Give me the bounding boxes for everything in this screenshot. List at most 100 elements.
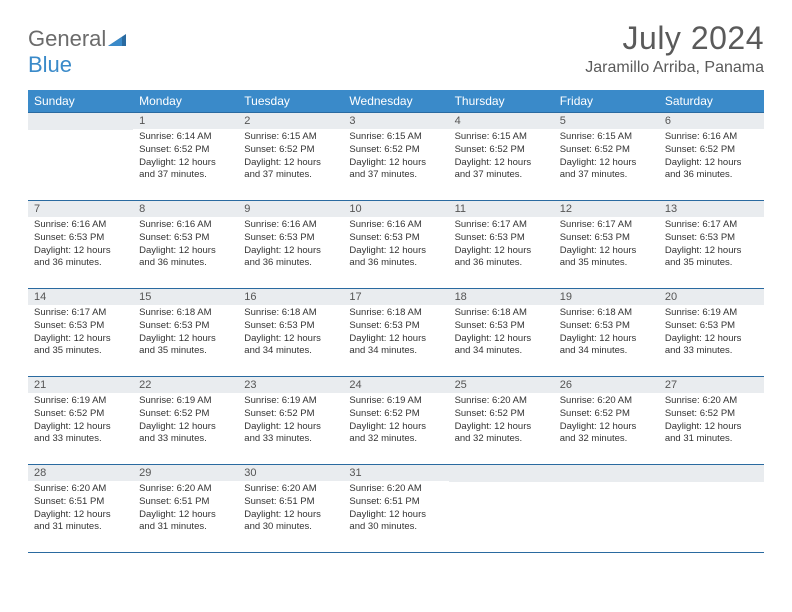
daylight-text: Daylight: 12 hours and 35 minutes. <box>139 333 232 359</box>
weekday-header: Friday <box>554 90 659 113</box>
sunrise-text: Sunrise: 6:20 AM <box>34 483 127 496</box>
calendar-day-cell: 16Sunrise: 6:18 AMSunset: 6:53 PMDayligh… <box>238 289 343 377</box>
calendar-day-cell: 8Sunrise: 6:16 AMSunset: 6:53 PMDaylight… <box>133 201 238 289</box>
sunset-text: Sunset: 6:53 PM <box>560 320 653 333</box>
sunrise-text: Sunrise: 6:19 AM <box>349 395 442 408</box>
sunrise-text: Sunrise: 6:19 AM <box>139 395 232 408</box>
day-number: 18 <box>449 289 554 305</box>
day-details: Sunrise: 6:18 AMSunset: 6:53 PMDaylight:… <box>238 305 343 362</box>
sunrise-text: Sunrise: 6:17 AM <box>665 219 758 232</box>
calendar-body: 1Sunrise: 6:14 AMSunset: 6:52 PMDaylight… <box>28 113 764 553</box>
location-label: Jaramillo Arriba, Panama <box>585 59 764 77</box>
daylight-text: Daylight: 12 hours and 32 minutes. <box>560 421 653 447</box>
day-details: Sunrise: 6:16 AMSunset: 6:53 PMDaylight:… <box>343 217 448 274</box>
calendar-day-cell: 30Sunrise: 6:20 AMSunset: 6:51 PMDayligh… <box>238 465 343 553</box>
weekday-header: Saturday <box>659 90 764 113</box>
sunset-text: Sunset: 6:52 PM <box>244 408 337 421</box>
weekday-header: Wednesday <box>343 90 448 113</box>
calendar-day-cell: 26Sunrise: 6:20 AMSunset: 6:52 PMDayligh… <box>554 377 659 465</box>
day-details: Sunrise: 6:18 AMSunset: 6:53 PMDaylight:… <box>449 305 554 362</box>
sunset-text: Sunset: 6:52 PM <box>665 408 758 421</box>
daylight-text: Daylight: 12 hours and 34 minutes. <box>560 333 653 359</box>
sunrise-text: Sunrise: 6:18 AM <box>244 307 337 320</box>
calendar-day-cell: 13Sunrise: 6:17 AMSunset: 6:53 PMDayligh… <box>659 201 764 289</box>
logo-text-blue: Blue <box>28 52 72 77</box>
calendar-day-cell: 20Sunrise: 6:19 AMSunset: 6:53 PMDayligh… <box>659 289 764 377</box>
sunrise-text: Sunrise: 6:15 AM <box>560 131 653 144</box>
header: GeneralBlue July 2024 Jaramillo Arriba, … <box>28 20 764 78</box>
day-number: 24 <box>343 377 448 393</box>
sunrise-text: Sunrise: 6:16 AM <box>665 131 758 144</box>
logo-text-gray: General <box>28 26 106 51</box>
sunset-text: Sunset: 6:52 PM <box>560 144 653 157</box>
day-number: 30 <box>238 465 343 481</box>
sunset-text: Sunset: 6:52 PM <box>139 408 232 421</box>
day-details: Sunrise: 6:17 AMSunset: 6:53 PMDaylight:… <box>659 217 764 274</box>
logo-text: GeneralBlue <box>28 26 126 78</box>
day-number-empty <box>449 465 554 482</box>
day-number: 29 <box>133 465 238 481</box>
daylight-text: Daylight: 12 hours and 30 minutes. <box>244 509 337 535</box>
calendar-day-cell: 4Sunrise: 6:15 AMSunset: 6:52 PMDaylight… <box>449 113 554 201</box>
sunset-text: Sunset: 6:53 PM <box>560 232 653 245</box>
day-number: 15 <box>133 289 238 305</box>
sunrise-text: Sunrise: 6:18 AM <box>560 307 653 320</box>
day-number: 2 <box>238 113 343 129</box>
sunrise-text: Sunrise: 6:20 AM <box>139 483 232 496</box>
sunset-text: Sunset: 6:51 PM <box>139 496 232 509</box>
sunset-text: Sunset: 6:52 PM <box>455 144 548 157</box>
daylight-text: Daylight: 12 hours and 34 minutes. <box>244 333 337 359</box>
calendar-day-cell: 29Sunrise: 6:20 AMSunset: 6:51 PMDayligh… <box>133 465 238 553</box>
sunrise-text: Sunrise: 6:19 AM <box>244 395 337 408</box>
daylight-text: Daylight: 12 hours and 36 minutes. <box>139 245 232 271</box>
day-number: 12 <box>554 201 659 217</box>
day-details: Sunrise: 6:20 AMSunset: 6:52 PMDaylight:… <box>659 393 764 450</box>
day-number: 6 <box>659 113 764 129</box>
sunrise-text: Sunrise: 6:18 AM <box>139 307 232 320</box>
daylight-text: Daylight: 12 hours and 35 minutes. <box>665 245 758 271</box>
sunset-text: Sunset: 6:52 PM <box>349 144 442 157</box>
calendar-day-cell: 3Sunrise: 6:15 AMSunset: 6:52 PMDaylight… <box>343 113 448 201</box>
calendar-day-cell <box>554 465 659 553</box>
weekday-header: Thursday <box>449 90 554 113</box>
sunset-text: Sunset: 6:52 PM <box>244 144 337 157</box>
sunset-text: Sunset: 6:52 PM <box>349 408 442 421</box>
daylight-text: Daylight: 12 hours and 37 minutes. <box>560 157 653 183</box>
sunrise-text: Sunrise: 6:15 AM <box>244 131 337 144</box>
calendar-table: SundayMondayTuesdayWednesdayThursdayFrid… <box>28 90 764 553</box>
sunset-text: Sunset: 6:53 PM <box>349 232 442 245</box>
day-details: Sunrise: 6:19 AMSunset: 6:52 PMDaylight:… <box>238 393 343 450</box>
calendar-week-row: 14Sunrise: 6:17 AMSunset: 6:53 PMDayligh… <box>28 289 764 377</box>
sunrise-text: Sunrise: 6:19 AM <box>665 307 758 320</box>
day-number: 27 <box>659 377 764 393</box>
day-number: 7 <box>28 201 133 217</box>
calendar-day-cell: 27Sunrise: 6:20 AMSunset: 6:52 PMDayligh… <box>659 377 764 465</box>
calendar-day-cell: 22Sunrise: 6:19 AMSunset: 6:52 PMDayligh… <box>133 377 238 465</box>
day-details: Sunrise: 6:20 AMSunset: 6:51 PMDaylight:… <box>238 481 343 538</box>
sunrise-text: Sunrise: 6:15 AM <box>349 131 442 144</box>
daylight-text: Daylight: 12 hours and 35 minutes. <box>34 333 127 359</box>
sunset-text: Sunset: 6:53 PM <box>244 232 337 245</box>
calendar-day-cell: 31Sunrise: 6:20 AMSunset: 6:51 PMDayligh… <box>343 465 448 553</box>
daylight-text: Daylight: 12 hours and 30 minutes. <box>349 509 442 535</box>
sunrise-text: Sunrise: 6:18 AM <box>349 307 442 320</box>
daylight-text: Daylight: 12 hours and 37 minutes. <box>349 157 442 183</box>
calendar-day-cell: 11Sunrise: 6:17 AMSunset: 6:53 PMDayligh… <box>449 201 554 289</box>
day-details: Sunrise: 6:18 AMSunset: 6:53 PMDaylight:… <box>133 305 238 362</box>
day-number: 9 <box>238 201 343 217</box>
daylight-text: Daylight: 12 hours and 37 minutes. <box>244 157 337 183</box>
day-number: 19 <box>554 289 659 305</box>
day-details: Sunrise: 6:15 AMSunset: 6:52 PMDaylight:… <box>343 129 448 186</box>
day-details: Sunrise: 6:20 AMSunset: 6:52 PMDaylight:… <box>449 393 554 450</box>
calendar-day-cell: 15Sunrise: 6:18 AMSunset: 6:53 PMDayligh… <box>133 289 238 377</box>
day-number: 26 <box>554 377 659 393</box>
logo: GeneralBlue <box>28 20 126 78</box>
day-details: Sunrise: 6:19 AMSunset: 6:53 PMDaylight:… <box>659 305 764 362</box>
day-details: Sunrise: 6:17 AMSunset: 6:53 PMDaylight:… <box>28 305 133 362</box>
calendar-day-cell: 28Sunrise: 6:20 AMSunset: 6:51 PMDayligh… <box>28 465 133 553</box>
day-number: 28 <box>28 465 133 481</box>
day-details: Sunrise: 6:17 AMSunset: 6:53 PMDaylight:… <box>554 217 659 274</box>
day-number: 1 <box>133 113 238 129</box>
sunset-text: Sunset: 6:53 PM <box>34 320 127 333</box>
day-details: Sunrise: 6:15 AMSunset: 6:52 PMDaylight:… <box>554 129 659 186</box>
